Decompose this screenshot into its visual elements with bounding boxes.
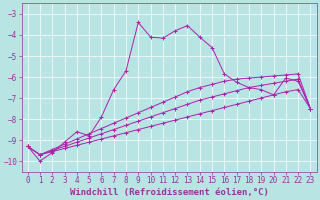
X-axis label: Windchill (Refroidissement éolien,°C): Windchill (Refroidissement éolien,°C) bbox=[69, 188, 268, 197]
